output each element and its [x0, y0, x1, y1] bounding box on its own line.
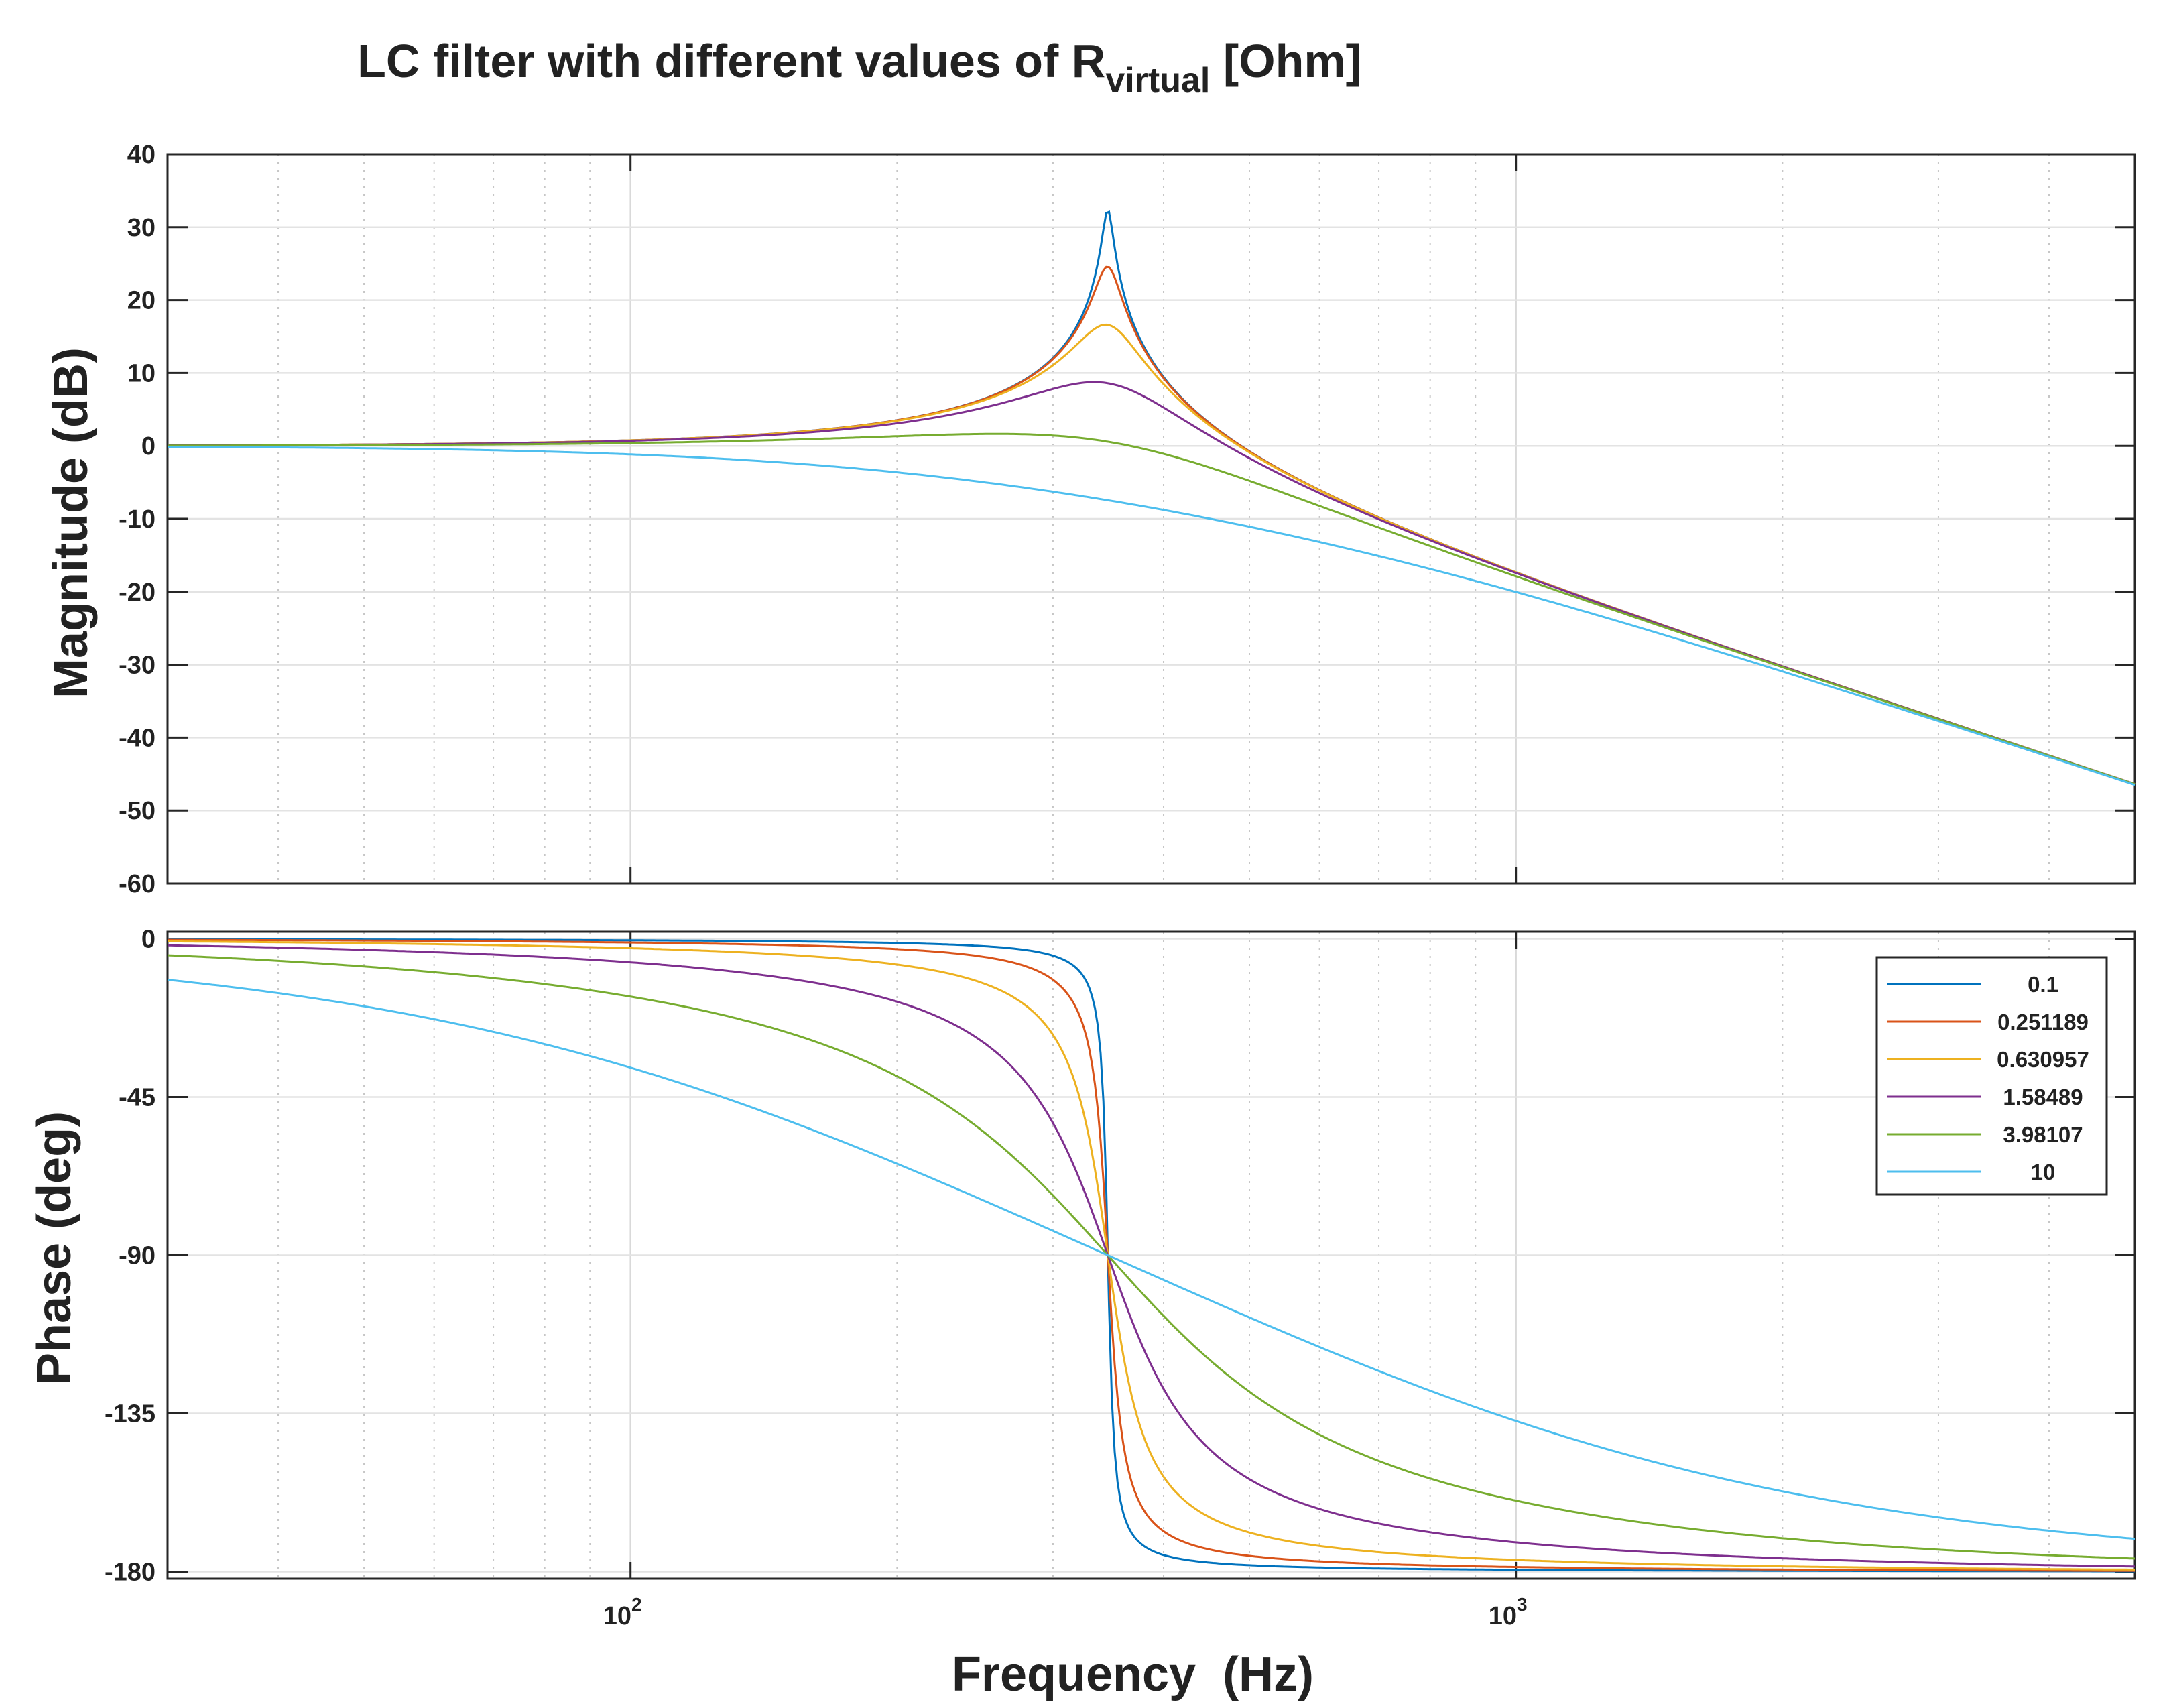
phase-y-tick-label: -45 [119, 1083, 156, 1111]
magnitude-series-3.98107 [168, 432, 2136, 786]
magnitude-y-tick-label: -40 [119, 724, 156, 752]
magnitude-frame [166, 153, 2136, 885]
magnitude-y-tick-label: -60 [119, 870, 156, 898]
phase-axis-label: Phase (deg) [27, 1111, 81, 1385]
legend-label: 0.251189 [1997, 1010, 2089, 1034]
legend-label: 10 [2031, 1160, 2056, 1184]
chart-title: LC filter with different values of Rvirt… [357, 35, 1361, 100]
phase-series-0.1 [168, 938, 2135, 1573]
magnitude-panel: 40 30 20 10 0 -10 -20 -30 -40 -50 -60 [119, 141, 2136, 898]
magnitude-y-tick-label: 20 [127, 287, 156, 315]
x-tick-label: 103 [1489, 1594, 1528, 1630]
phase-series-3.98107 [167, 954, 2136, 1560]
legend: 0.1 0.251189 0.630957 1.58489 3.98107 10 [1875, 956, 2108, 1196]
phase-panel: 0 -45 -90 -135 -180 [105, 925, 2136, 1587]
phase-y-tick-label: -90 [119, 1242, 156, 1270]
legend-box [1875, 956, 2108, 1196]
phase-y-tick-label: -135 [105, 1400, 156, 1428]
magnitude-axis-label: Magnitude (dB) [44, 347, 98, 698]
magnitude-y-tick-label: 40 [127, 141, 156, 169]
magnitude-y-tick-label: -20 [119, 578, 156, 607]
x-tick-label: 102 [603, 1594, 642, 1630]
magnitude-y-tick-label: 10 [127, 359, 156, 387]
chart-title-suffix: [Ohm] [1210, 35, 1361, 87]
frequency-axis-label: Frequency (Hz) [952, 1648, 1314, 1701]
legend-label: 1.58489 [2003, 1085, 2083, 1109]
chart-title-subscript: virtual [1105, 61, 1210, 100]
magnitude-y-tick-label: 30 [127, 214, 156, 242]
magnitude-y-tick-label: -50 [119, 797, 156, 825]
phase-series-10 [167, 979, 2136, 1540]
magnitude-y-tick-label: -30 [119, 652, 156, 680]
phase-series-1.58489 [168, 944, 2135, 1568]
phase-frame [166, 930, 2136, 1580]
phase-series-0.251189 [168, 938, 2135, 1572]
magnitude-y-tick-label: 0 [141, 432, 156, 461]
phase-y-tick-label: -180 [105, 1559, 156, 1587]
legend-label: 3.98107 [2003, 1122, 2083, 1147]
magnitude-series-10 [168, 446, 2136, 786]
chart-title-main: LC filter with different values of R [357, 35, 1105, 87]
phase-y-tick-label: 0 [141, 925, 156, 953]
legend-label: 0.630957 [1997, 1047, 2089, 1072]
legend-label: 0.1 [2028, 972, 2058, 997]
phase-series-0.630957 [168, 940, 2135, 1571]
magnitude-y-tick-label: -10 [119, 505, 156, 534]
